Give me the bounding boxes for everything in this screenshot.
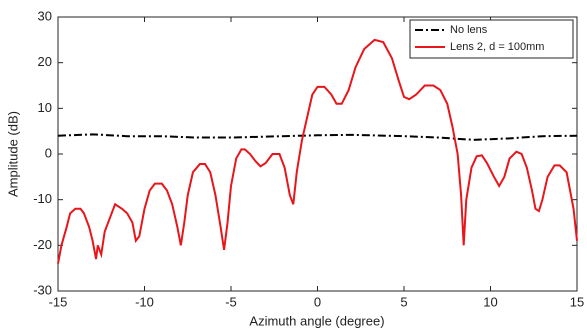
y-axis-label: Amplitude (dB) (5, 111, 20, 197)
legend-label: Lens 2, d = 100mm (450, 41, 544, 53)
y-tick-label: 10 (38, 100, 52, 115)
y-tick-label: 30 (38, 8, 52, 23)
x-axis-label: Azimuth angle (degree) (249, 313, 384, 328)
x-tick-label: 10 (483, 294, 497, 309)
y-tick-label: 20 (38, 54, 52, 69)
x-tick-label: -15 (49, 294, 68, 309)
y-tick-label: -10 (33, 191, 52, 206)
y-tick-label: 0 (45, 145, 52, 160)
y-tick-label: -20 (33, 237, 52, 252)
x-tick-label: 5 (400, 294, 407, 309)
x-tick-label: -5 (225, 294, 237, 309)
x-tick-label: 0 (314, 294, 321, 309)
legend-box (409, 19, 574, 59)
series-line (57, 133, 578, 141)
x-tick-label: -10 (135, 294, 154, 309)
x-tick-label: 15 (570, 294, 584, 309)
y-tick-label: -30 (33, 282, 52, 297)
legend-label: No lens (450, 24, 488, 36)
plot-area (57, 16, 578, 292)
series-line (57, 38, 578, 264)
